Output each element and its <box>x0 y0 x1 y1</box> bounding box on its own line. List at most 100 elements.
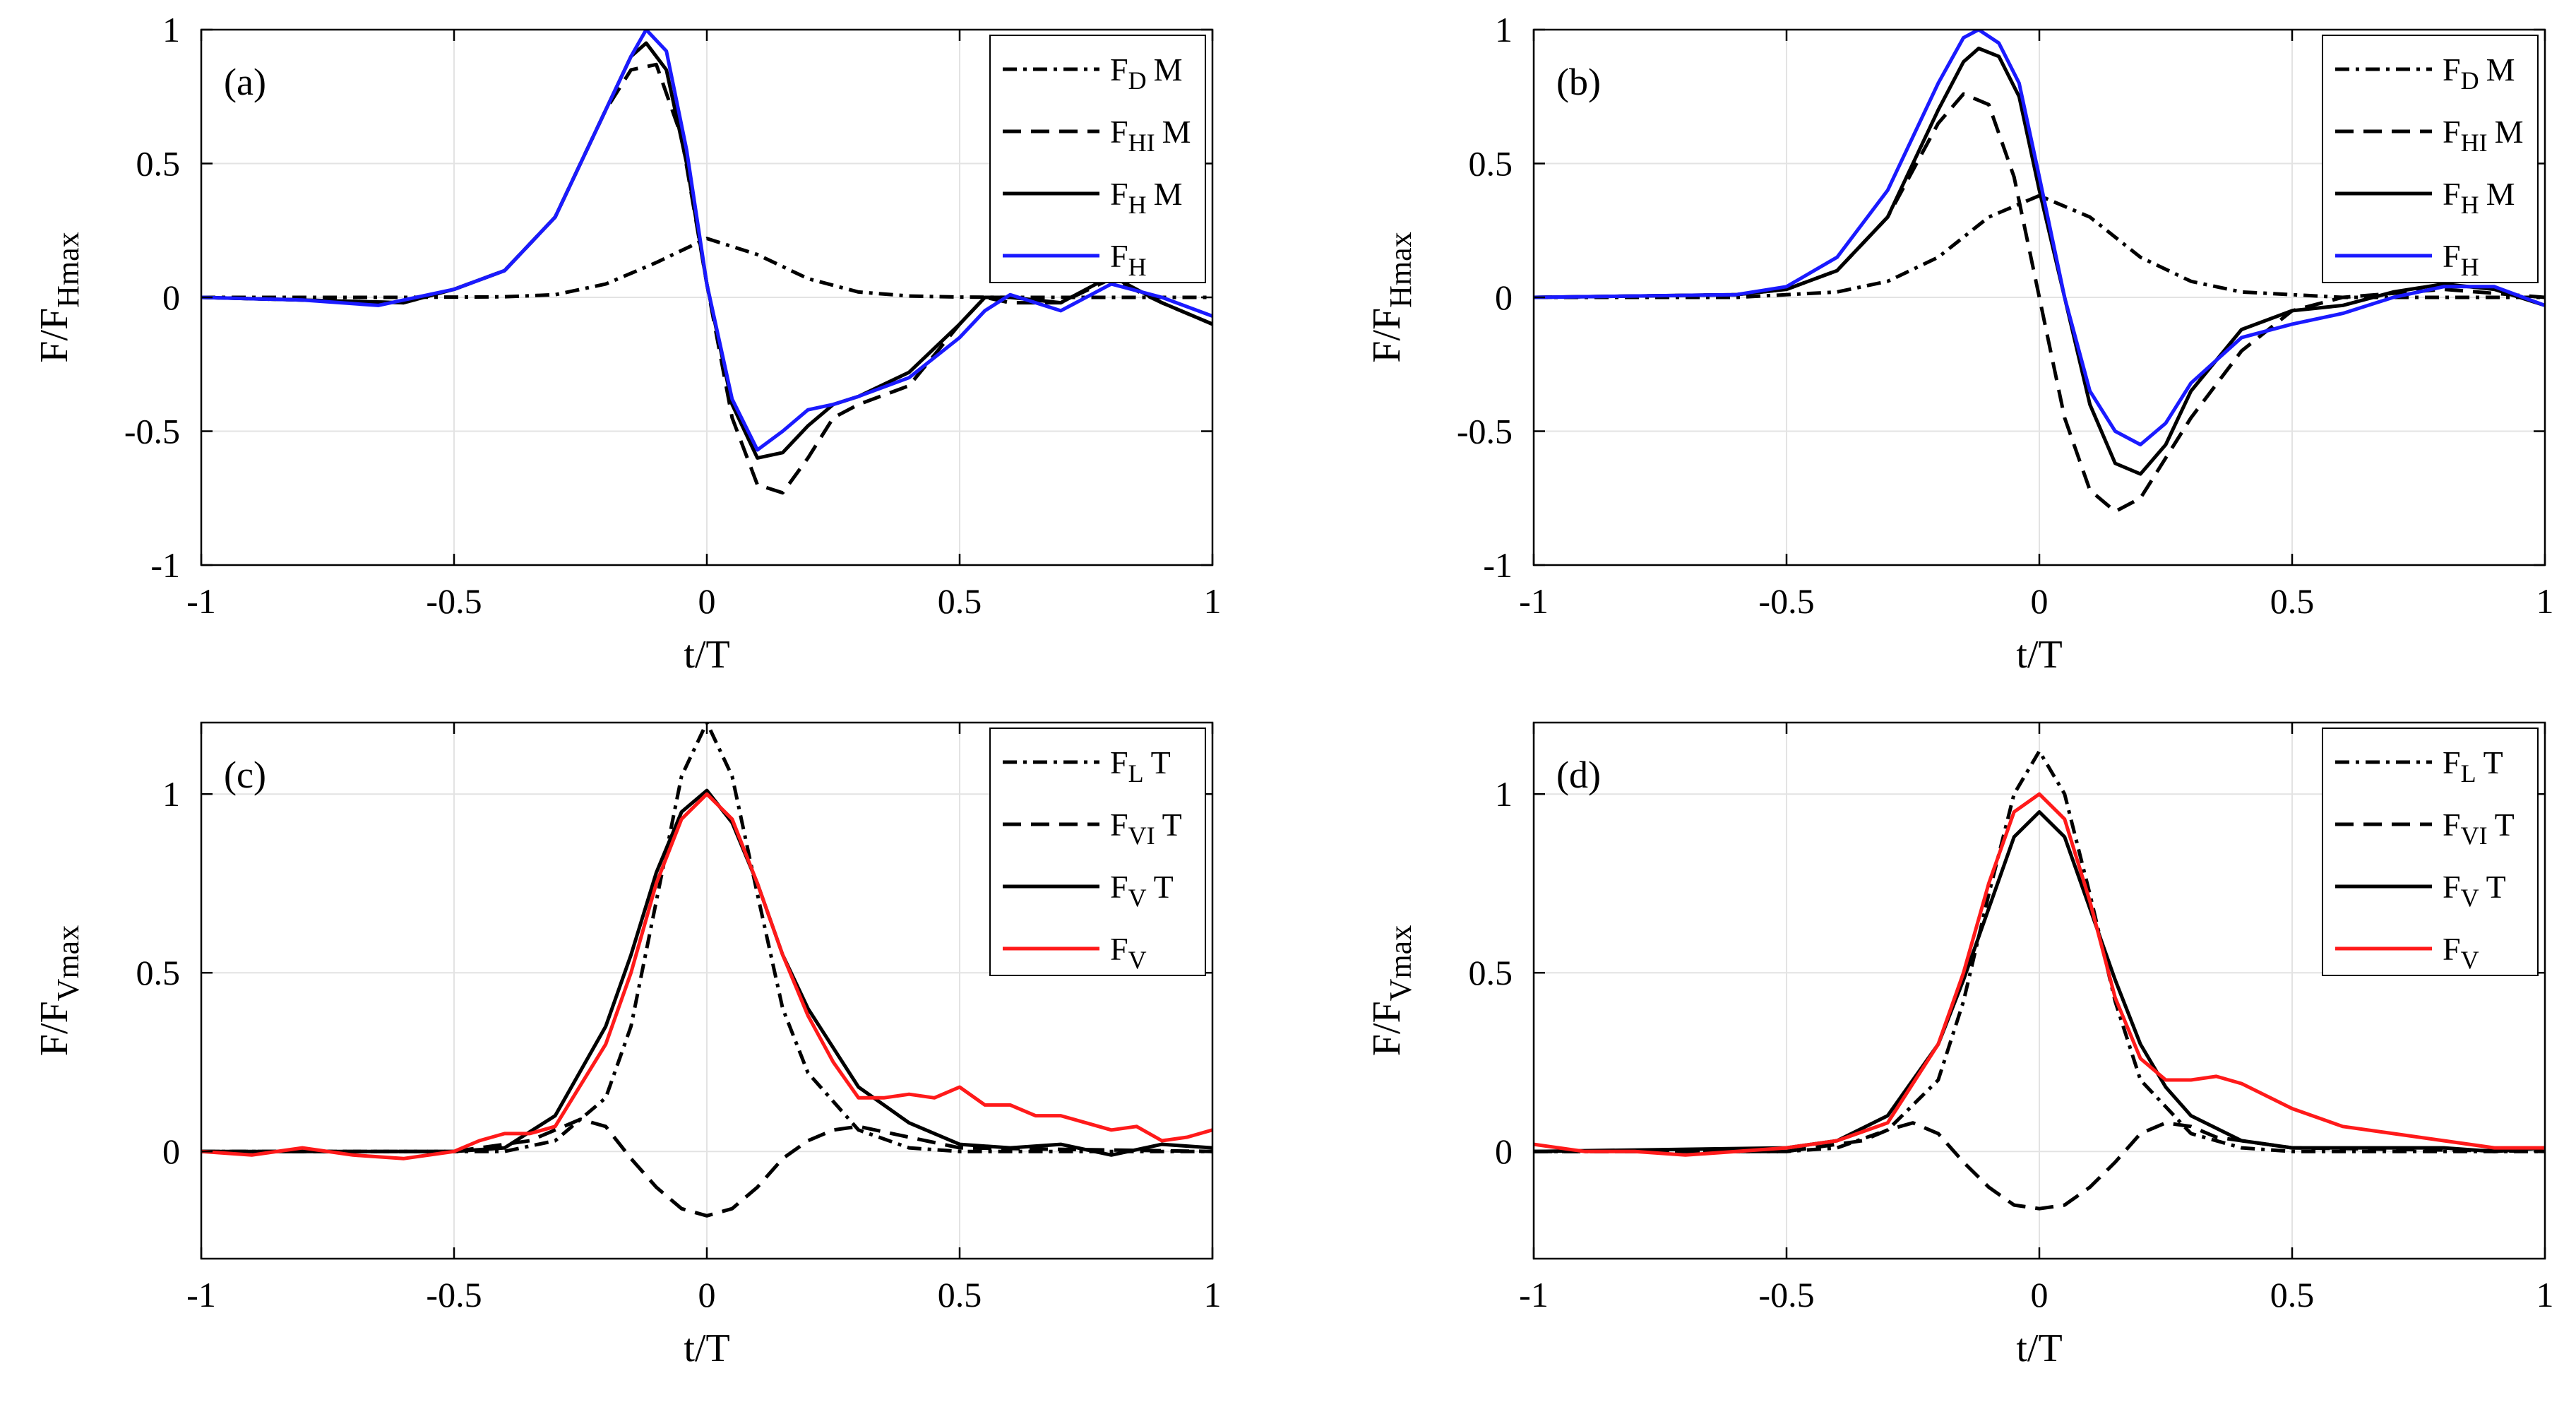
y-axis-label: F/FHmax <box>32 232 85 362</box>
y-axis-label-main: F/F <box>1365 1001 1409 1056</box>
legend-label: FH <box>2443 238 2479 281</box>
legend-label-suffix: T <box>1162 807 1182 843</box>
legend-label: FHI M <box>2443 114 2524 157</box>
y-tick-label: 0.5 <box>1469 953 1513 992</box>
legend-label-sub: VI <box>1128 821 1155 850</box>
x-tick-label: -1 <box>186 581 216 621</box>
legend-label-sub: V <box>2461 946 2479 974</box>
legend-box <box>989 728 1206 976</box>
legend-label: FH M <box>2443 176 2515 219</box>
legend-label: FV T <box>2443 869 2506 912</box>
x-tick-label: 1 <box>2536 1275 2554 1314</box>
legend-label-main: F <box>2443 931 2461 967</box>
x-tick-label: -0.5 <box>426 581 482 621</box>
legend-label-suffix: T <box>2495 807 2515 843</box>
legend-label-suffix: M <box>2486 176 2515 212</box>
legend-label-sub: V <box>1128 884 1147 912</box>
legend-label: FD M <box>2443 52 2515 95</box>
x-tick-label: 1 <box>2536 581 2554 621</box>
legend-label-sub: H <box>2461 191 2479 219</box>
legend-label-main: F <box>1110 114 1128 150</box>
series-line-fvi-t <box>1534 1121 2545 1211</box>
x-tick-label: 0 <box>2031 581 2049 621</box>
x-axis-label: t/T <box>684 633 729 677</box>
x-tick-label: -0.5 <box>1758 1275 1814 1314</box>
legend-label-suffix: M <box>2495 114 2524 150</box>
legend-label-sub: V <box>2461 884 2479 912</box>
y-tick-label: -1 <box>1483 545 1513 585</box>
y-tick-label: 1 <box>162 10 180 49</box>
x-tick-label: 0.5 <box>938 1275 982 1314</box>
x-tick-label: 1 <box>1204 581 1222 621</box>
y-axis-label-sub: Hmax <box>1383 232 1418 308</box>
y-tick-label: 1 <box>1495 10 1513 49</box>
legend-label-main: F <box>1110 931 1128 967</box>
y-tick-label: 0 <box>1495 1132 1513 1171</box>
panel-label: (d) <box>1556 754 1601 796</box>
legend-label: FD M <box>1110 52 1183 95</box>
legend-label-sub: H <box>1128 253 1147 281</box>
series-line-fv <box>201 792 1212 1160</box>
y-tick-label: 0.5 <box>136 144 181 184</box>
legend-label-sub: VI <box>2461 821 2488 850</box>
y-axis-label-main: F/F <box>32 1001 76 1056</box>
panel-label: (c) <box>224 754 266 796</box>
legend-box <box>989 35 1206 283</box>
legend-label: FHI M <box>1110 114 1191 157</box>
x-tick-label: -1 <box>1519 1275 1549 1314</box>
legend-label-main: F <box>1110 52 1128 88</box>
panel-a: -1 -0.5 0 0.5 1-1-0.500.51t/TF/FHmax(a) FD MFH… <box>32 10 1222 677</box>
legend-label-main: F <box>2443 176 2461 212</box>
x-tick-label: -0.5 <box>426 1275 482 1314</box>
y-axis-label-sub: Hmax <box>51 232 85 308</box>
legend-label-main: F <box>1110 807 1128 843</box>
series-line-fh <box>201 30 1212 452</box>
legend-label: FL T <box>2443 744 2503 788</box>
y-tick-label: 0 <box>1495 278 1513 317</box>
x-axis-label: t/T <box>2016 1326 2062 1370</box>
x-tick-label: 0 <box>698 1275 716 1314</box>
x-axis-label: t/T <box>684 1326 729 1370</box>
legend-label: FH <box>1110 238 1147 281</box>
y-axis-label-sub: Vmax <box>51 925 85 1002</box>
legend-label-sub: D <box>1128 66 1147 95</box>
legend-label-suffix: M <box>2486 52 2515 88</box>
legend-label-suffix: M <box>1162 114 1191 150</box>
y-tick-label: 0 <box>162 1132 180 1171</box>
legend-label-suffix: T <box>1151 744 1171 780</box>
x-tick-label: 0 <box>2031 1275 2049 1314</box>
legend-label-sub: L <box>2461 759 2476 788</box>
y-tick-label: 0.5 <box>136 953 181 992</box>
legend-label-sub: HI <box>1128 129 1155 157</box>
legend-label-suffix: T <box>1154 869 1174 905</box>
legend-label-sub: HI <box>2461 129 2488 157</box>
legend-label: FH M <box>1110 176 1183 219</box>
y-axis-label-main: F/F <box>32 308 76 363</box>
series-line-fvi-t <box>201 1117 1212 1218</box>
panel-label: (b) <box>1556 61 1601 103</box>
legend-label-main: F <box>2443 52 2461 88</box>
legend-label-main: F <box>2443 869 2461 905</box>
legend-label: FL T <box>1110 744 1171 788</box>
y-axis-label: F/FHmax <box>1365 232 1418 362</box>
y-tick-label: 0 <box>162 278 180 317</box>
legend-label-main: F <box>2443 114 2461 150</box>
x-tick-label: 1 <box>1204 1275 1222 1314</box>
legend-label-main: F <box>1110 238 1128 274</box>
y-tick-label: -0.5 <box>124 412 180 451</box>
legend-label-main: F <box>2443 744 2461 780</box>
y-axis-label: F/FVmax <box>32 925 85 1056</box>
series-line-fh <box>1534 30 2545 446</box>
legend-box <box>2322 35 2539 283</box>
y-tick-label: -1 <box>150 545 180 585</box>
legend-label: FVI T <box>1110 807 1182 850</box>
legend-label-main: F <box>1110 744 1128 780</box>
y-tick-label: 1 <box>1495 774 1513 814</box>
legend-label-suffix: T <box>2483 744 2503 780</box>
y-tick-label: 0.5 <box>1469 144 1513 184</box>
legend-label-main: F <box>2443 807 2461 843</box>
panel-b: -1 -0.5 0 0.5 1-1-0.500.51t/TF/FHmax(b) FD MFH… <box>1365 10 2554 677</box>
